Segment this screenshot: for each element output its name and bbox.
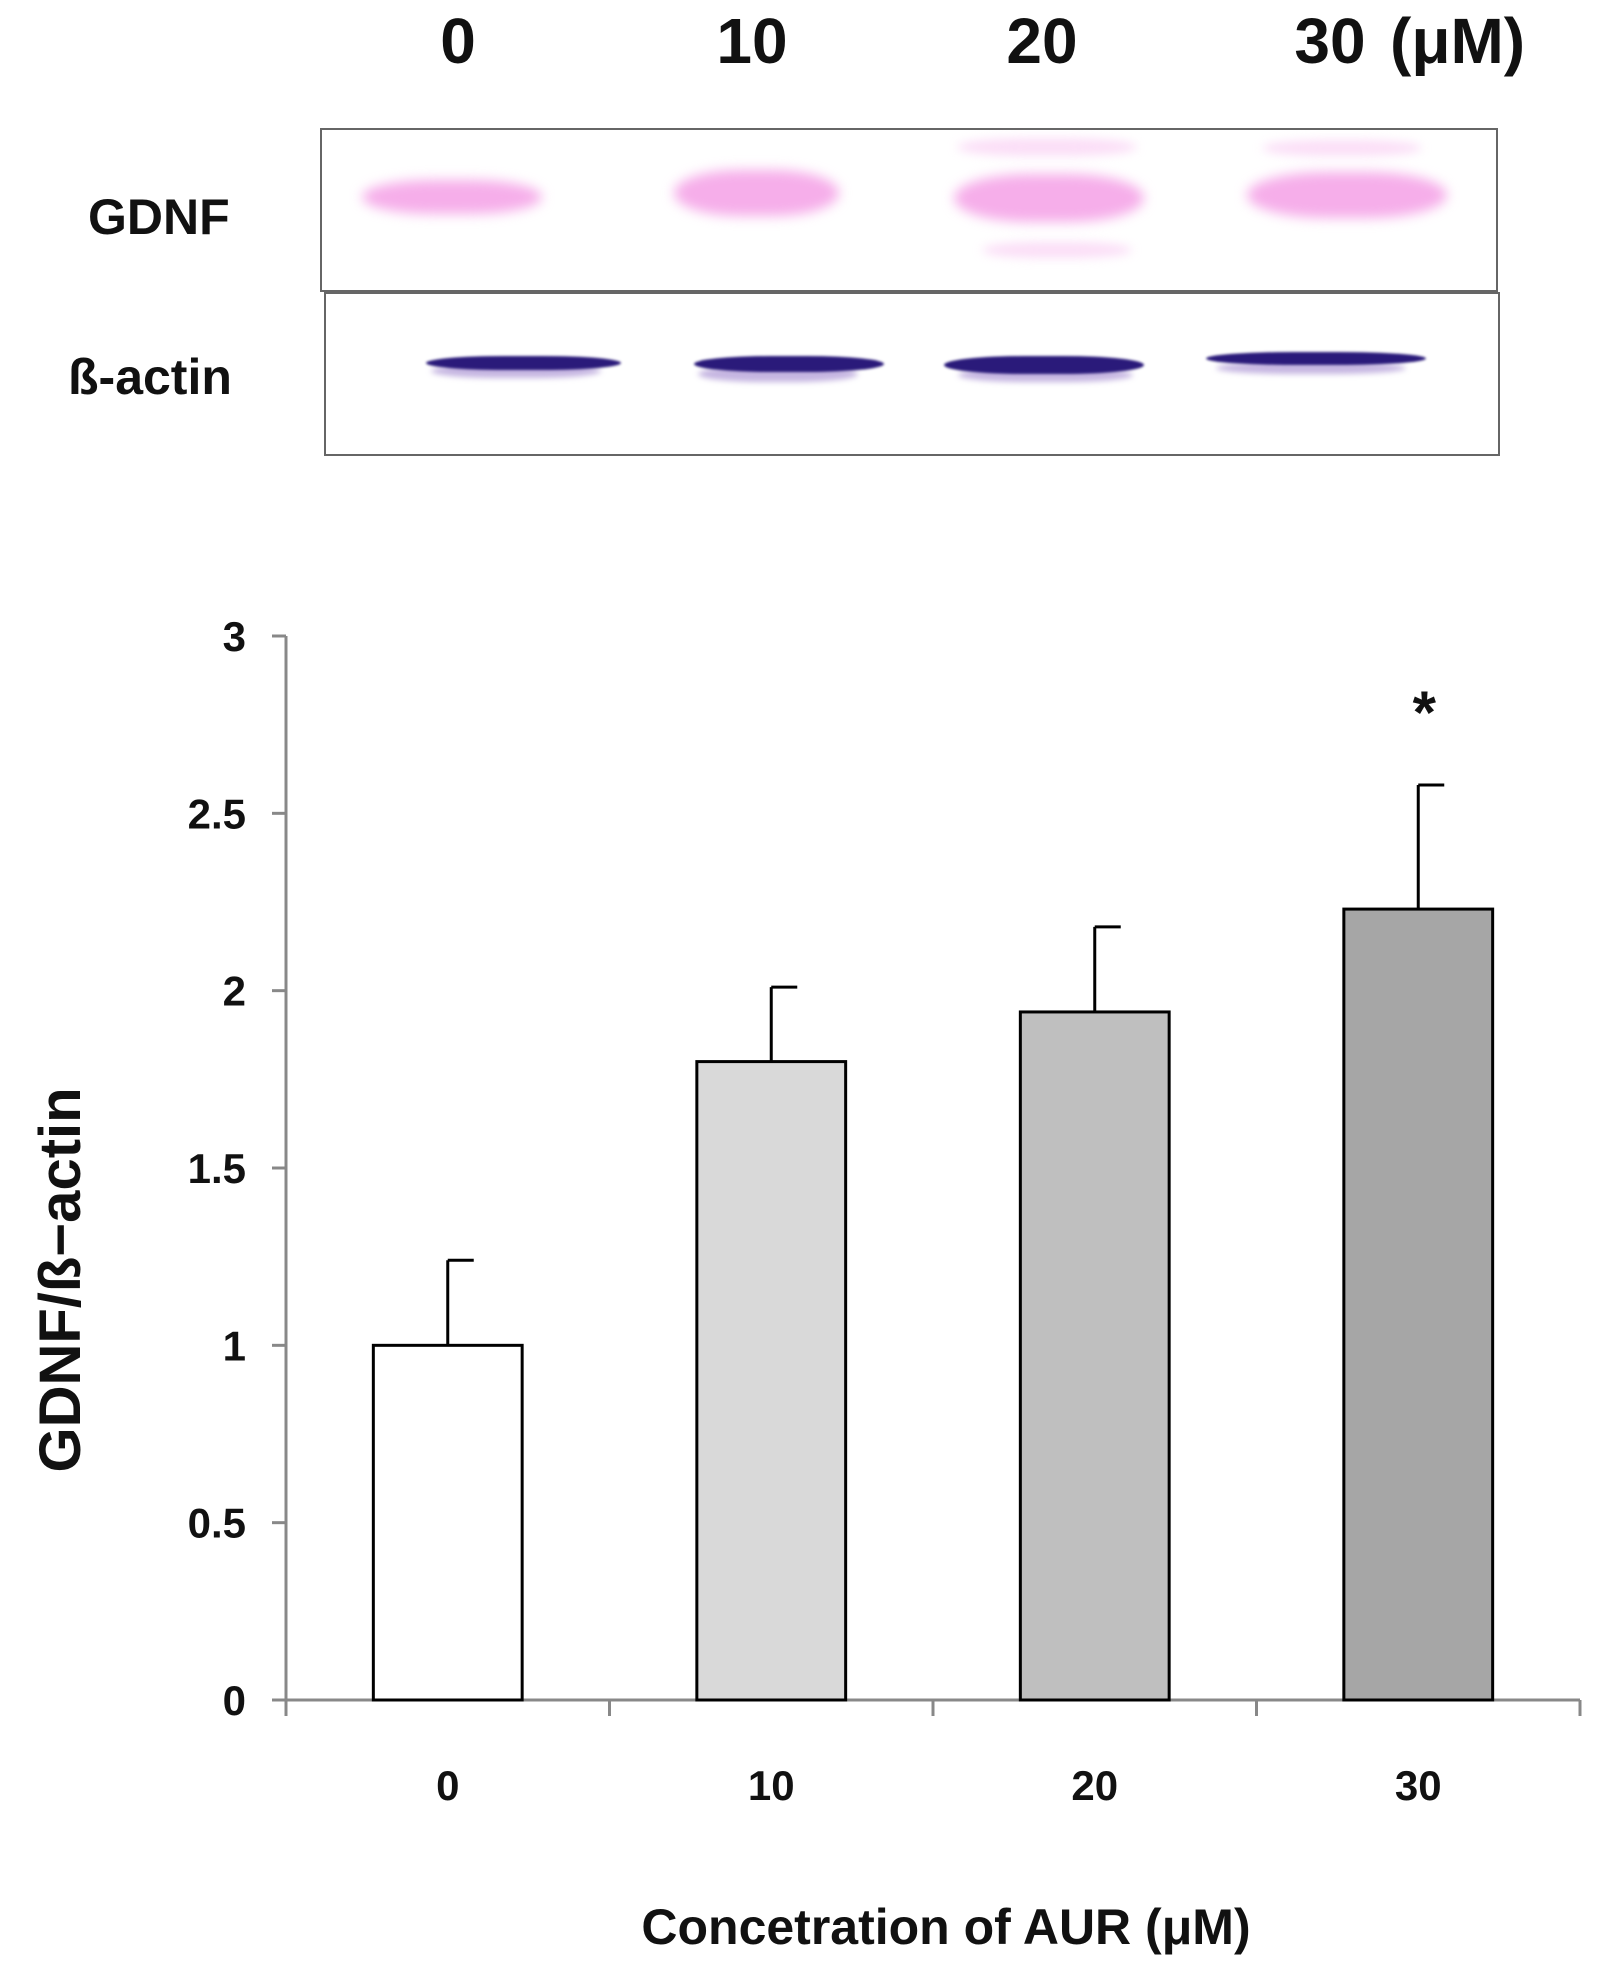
y-tick-label: 1 [223, 1322, 246, 1369]
y-tick-label: 1.5 [188, 1145, 246, 1192]
significance-marker: * [1413, 679, 1437, 746]
x-tick-label: 30 [1395, 1762, 1442, 1809]
x-tick-label: 0 [436, 1762, 459, 1809]
bar-0 [371, 1343, 524, 1702]
actin-blot-image [324, 292, 1500, 456]
y-tick-label: 3 [223, 613, 246, 660]
actin-band-lane-0 [426, 356, 621, 370]
gdnf-blot-image [320, 128, 1498, 292]
gdnf-row-label: GDNF [88, 189, 230, 245]
actin-row-label: ß-actin [68, 349, 232, 405]
x-axis: 0 10 20 30 [284, 1698, 1582, 1809]
y-tick-label: 0 [223, 1677, 246, 1724]
gdnf-band-lane-30 [1247, 172, 1447, 218]
gdnf-faint-lower-20 [982, 242, 1132, 258]
annotations: * [1413, 679, 1437, 746]
lane-label-20: 20 [1006, 5, 1078, 77]
error-bars [446, 783, 1445, 1346]
y-tick-label: 2.5 [188, 790, 246, 837]
x-axis-label: Concetration of AUR (μM) [641, 1899, 1250, 1955]
bar-20 [1018, 1010, 1171, 1702]
lane-label-0: 0 [440, 5, 476, 77]
actin-band-lane-30 [1206, 352, 1426, 365]
gdnf-band-lane-0 [362, 180, 542, 214]
actin-shadow-lane-30 [1216, 362, 1406, 374]
y-tick-label: 0.5 [188, 1500, 246, 1547]
y-axis-label: GDNF/ß−actin [28, 1087, 93, 1472]
bar-10 [695, 1060, 848, 1702]
y-tick-label: 2 [223, 968, 246, 1015]
lane-label-10: 10 [716, 5, 788, 77]
actin-band-lane-20 [944, 356, 1144, 374]
gdnf-faint-upper-30 [1262, 140, 1422, 156]
gdnf-faint-upper-20 [957, 138, 1137, 156]
bar-30 [1342, 907, 1495, 1702]
bar-chart: 0 0.5 1 1.5 2 2.5 3 0 10 20 30 * GDNF/ß−actin Con… [28, 613, 1582, 1955]
actin-band-lane-10 [694, 356, 884, 372]
gdnf-band-lane-10 [674, 170, 839, 216]
y-axis: 0 0.5 1 1.5 2 2.5 3 [188, 613, 288, 1724]
lane-unit-label: (μM) [1390, 5, 1526, 77]
x-tick-label: 10 [748, 1762, 795, 1809]
gdnf-band-lane-20 [954, 174, 1144, 222]
lane-label-30: 30 [1294, 5, 1366, 77]
bars [371, 907, 1495, 1702]
x-tick-label: 20 [1071, 1762, 1118, 1809]
